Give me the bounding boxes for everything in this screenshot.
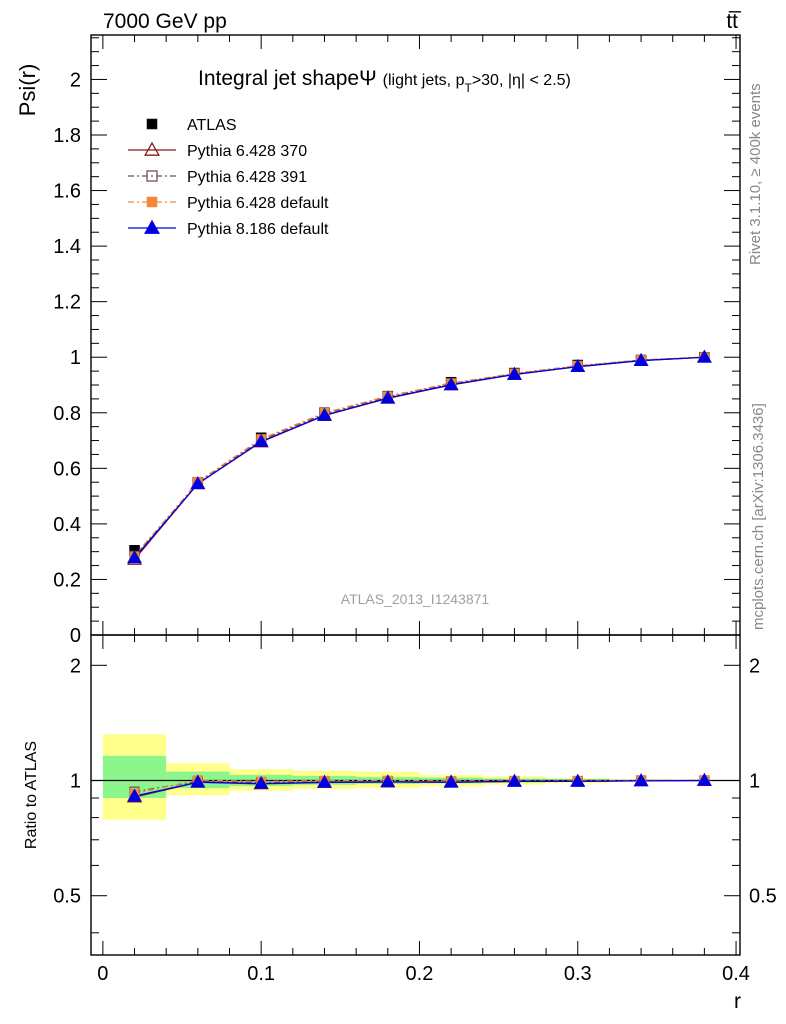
ratio-tick-label-left: 1 <box>70 771 81 793</box>
series-line-2 <box>134 356 705 558</box>
legend-item-2: Pythia 6.428 391 <box>128 169 307 186</box>
legend-item-3: Pythia 6.428 default <box>128 195 329 212</box>
svg-text:Integral jet shapeΨ(light jets: Integral jet shapeΨ (light jets, pT>30, |… <box>198 67 571 95</box>
legend-label: Pythia 6.428 default <box>187 195 329 212</box>
ratio-3-point-9 <box>696 772 712 786</box>
y-tick-label: 1.8 <box>53 125 81 147</box>
legend-item-1: Pythia 6.428 370 <box>128 141 307 160</box>
series-3-point-6 <box>506 366 522 380</box>
ratio-series-markers <box>127 772 712 803</box>
ratio-3-point-2 <box>253 775 269 789</box>
legend-item-4: Pythia 8.186 default <box>128 219 329 238</box>
ratio-3-point-3 <box>317 774 332 788</box>
energy-label: 7000 GeV pp <box>103 10 227 33</box>
y-tick-label: 0.8 <box>53 403 81 425</box>
ratio-3-point-5 <box>443 774 459 788</box>
x-tick-label: 0.2 <box>406 963 434 985</box>
legend-marker <box>146 170 158 182</box>
y-tick-label: 0.4 <box>53 514 81 536</box>
x-tick-label: 0.3 <box>564 963 592 985</box>
rivet-label: Rivet 3.1.10, ≥ 400k events <box>747 83 764 265</box>
ratio-3-point-8 <box>633 773 649 787</box>
series-line-0 <box>134 356 705 560</box>
legend-marker <box>143 141 161 156</box>
ratio-tick-label-right: 1 <box>749 771 760 793</box>
series-line-3 <box>134 356 705 559</box>
ratio-line-1 <box>134 779 705 793</box>
mcplots-label: mcplots.cern.ch [arXiv:1306.3436] <box>750 403 767 630</box>
legend-label: Pythia 8.186 default <box>187 221 329 238</box>
y-tick-label: 2 <box>70 69 81 91</box>
y-tick-label: 0 <box>70 625 81 647</box>
series-3-point-9 <box>696 349 712 363</box>
y-tick-label: 1.4 <box>53 236 81 258</box>
y-tick-label: 1.6 <box>53 181 81 203</box>
legend-label: ATLAS <box>187 117 237 134</box>
legend-marker <box>146 118 158 130</box>
x-tick-label: 0 <box>97 963 108 985</box>
series-line-1 <box>134 356 705 557</box>
series-3-point-4 <box>380 390 396 404</box>
ratio-tick-label-right: 0.5 <box>749 886 777 908</box>
ratio-3-point-0 <box>127 788 142 802</box>
legend-marker <box>143 219 161 234</box>
series-3-point-2 <box>253 433 269 447</box>
y-tick-label: 1.2 <box>53 292 81 314</box>
y-tick-label: 0.2 <box>53 569 81 591</box>
legend-marker <box>146 196 158 208</box>
title-sub-rest: >30, |η| < 2.5) <box>472 72 571 89</box>
title-main: Integral jet shapeΨ <box>198 67 377 90</box>
ratio-y-axis-label: Ratio to ATLAS <box>23 741 40 849</box>
series-3-point-8 <box>633 352 649 366</box>
ratio-3-point-1 <box>190 774 206 788</box>
ratio-tick-label-left: 2 <box>70 655 81 677</box>
legend-item-0: ATLAS <box>146 117 237 134</box>
title-sub: (light jets, p <box>383 72 465 89</box>
process-label: tt̅ <box>726 10 742 33</box>
legend: ATLAS Pythia 6.428 370 Pythia 6.428 391 Pyt… <box>128 117 329 238</box>
legend-label: Pythia 6.428 370 <box>187 143 307 160</box>
x-tick-label: 0.1 <box>247 963 275 985</box>
axes: 0 0.1 0.2 0.3 0.4 0 0.2 0.4 0.6 0.8 1 1.2 1.4 1.6 1.8 2… <box>53 34 777 985</box>
y-axis-label: Psi(r) <box>15 64 40 117</box>
series-3-point-5 <box>443 377 459 391</box>
series-3-point-1 <box>190 476 206 490</box>
main-series-markers <box>127 349 712 565</box>
x-axis-label: r <box>734 990 741 1013</box>
y-tick-label: 0.6 <box>53 458 81 480</box>
series-3-point-3 <box>317 407 332 421</box>
ratio-frame <box>90 634 741 956</box>
series-3-point-7 <box>570 359 586 373</box>
ratio-3-point-6 <box>506 773 522 787</box>
ratio-tick-label-right: 2 <box>749 655 760 677</box>
ratio-tick-label-left: 0.5 <box>53 886 81 908</box>
title-sub-T: T <box>464 81 472 95</box>
chart-title: Integral jet shapeΨ (light jets, pT>30, |… <box>198 67 571 95</box>
ratio-line-3 <box>134 779 705 797</box>
main-series-lines <box>134 356 705 560</box>
legend-label: Pythia 6.428 391 <box>187 169 307 186</box>
ratio-3-point-7 <box>570 773 586 787</box>
ratio-3-point-4 <box>380 774 396 788</box>
analysis-watermark: ATLAS_2013_I1243871 <box>341 591 490 607</box>
ratio-series-lines <box>134 779 705 798</box>
y-tick-label: 1 <box>70 347 81 369</box>
x-tick-label: 0.4 <box>722 963 750 985</box>
series-3-point-0 <box>127 550 142 564</box>
